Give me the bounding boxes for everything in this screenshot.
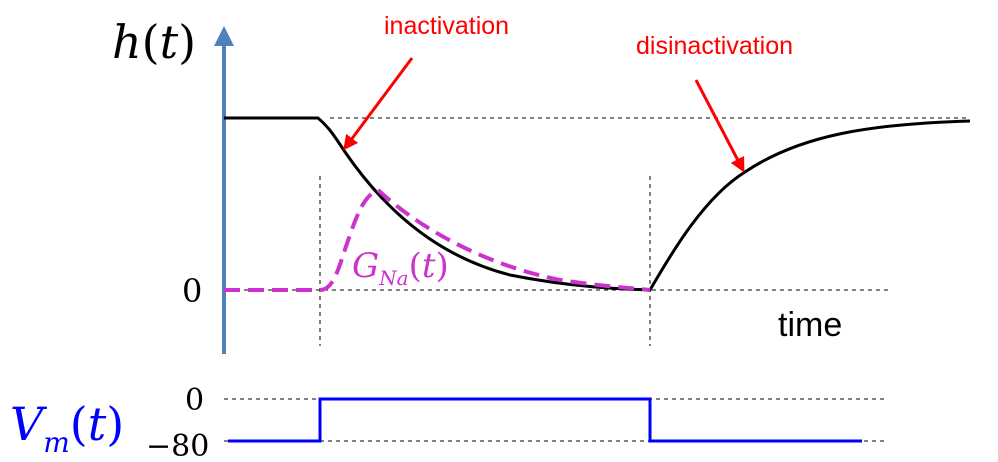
inactivation-arrow: [343, 57, 414, 151]
gna-curve: [224, 187, 651, 292]
vm-tick-rest: −80: [146, 429, 209, 462]
gna-label: GNa(t): [352, 246, 449, 290]
vm-tick-zero: 0: [185, 383, 204, 418]
vm-label: Vm(t): [10, 397, 124, 459]
time-axis-label: time: [778, 306, 842, 344]
disinactivation-arrow: [694, 79, 745, 173]
inactivation-label: inactivation: [384, 12, 509, 40]
h-curve: [224, 116, 971, 292]
h-zero-tick: 0: [182, 272, 202, 310]
vm-trace: [228, 397, 862, 443]
disinactivation-label: disinactivation: [636, 32, 793, 60]
h-axis-label: h(t): [112, 15, 196, 69]
